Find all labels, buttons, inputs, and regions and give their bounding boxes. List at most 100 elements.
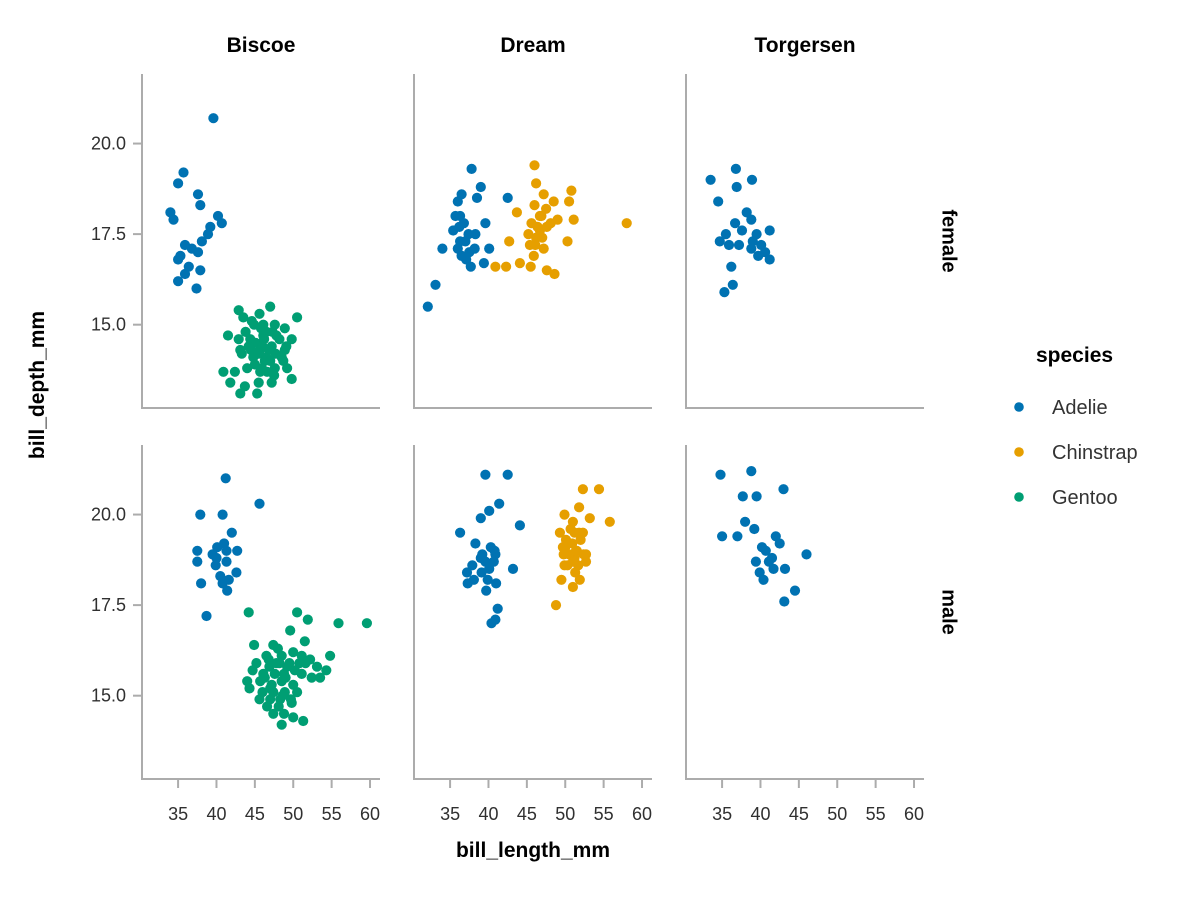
x-tick-label: 55 [594,804,614,824]
data-point [507,563,519,575]
data-point [246,316,257,327]
data-point [801,549,812,560]
data-point [282,661,293,672]
data-point [272,643,283,654]
data-point [298,715,309,727]
data-point [574,527,585,538]
data-point [218,366,229,377]
data-point [562,560,573,571]
data-point [471,192,483,203]
data-point [560,542,571,553]
data-point [325,650,336,661]
data-point [482,574,493,585]
data-point [265,683,276,694]
data-point [750,556,762,567]
data-point [195,200,206,211]
x-tick-label: 45 [517,804,537,824]
data-point [478,258,489,269]
data-point [480,218,491,229]
x-tick-label: 45 [245,804,265,824]
data-point [486,618,497,629]
data-point [751,491,762,502]
data-point [746,466,757,477]
x-tick-label: 40 [750,804,770,824]
data-point [502,192,513,203]
data-point [537,232,548,243]
data-point [731,181,742,193]
data-point [244,683,255,694]
legend-label: Chinstrap [1052,442,1138,464]
data-point [714,236,725,247]
data-point [570,567,581,578]
data-point [460,236,471,247]
data-point [179,268,191,280]
data-point [730,163,742,174]
data-point [361,618,372,629]
data-point [778,484,789,495]
data-point [311,661,323,672]
data-point [730,218,741,229]
data-point [286,334,297,345]
x-tick-label: 50 [283,804,303,824]
data-point [525,261,536,272]
data-point [235,388,246,399]
data-point [494,498,505,509]
data-point [173,254,184,265]
data-point [192,556,203,567]
data-point [231,567,242,578]
data-point [732,531,743,542]
data-point [577,484,589,495]
data-point [578,549,589,560]
y-tick-label: 20.0 [91,505,126,525]
facet-col-title: Biscoe [227,34,296,57]
data-point [173,178,184,189]
data-point [238,312,249,323]
data-point [253,377,264,388]
data-point [277,690,288,701]
data-point [216,218,227,229]
data-point [229,366,240,377]
data-point [286,373,297,385]
y-tick-label: 20.0 [91,134,126,154]
data-point [470,229,481,240]
data-point [280,672,291,683]
x-tick-label: 50 [827,804,847,824]
data-point [252,388,263,399]
data-point [584,513,595,524]
data-point [254,694,265,705]
data-point [466,163,477,174]
data-point [168,214,179,225]
data-point [271,658,282,669]
data-point [289,665,300,676]
data-point [173,276,184,287]
data-point [488,556,499,567]
legend-label: Gentoo [1052,487,1118,509]
data-point [220,473,231,484]
data-point [549,268,560,280]
data-point [501,261,512,272]
data-point [279,323,290,334]
x-tick-label: 45 [789,804,809,824]
data-point [196,236,207,247]
data-point [192,189,204,200]
data-point [259,672,270,683]
x-tick-label: 55 [866,804,886,824]
data-point [715,469,726,480]
data-point [484,505,495,516]
data-point [475,181,486,193]
data-point [455,527,466,538]
x-tick-label: 40 [478,804,498,824]
data-point [454,221,465,232]
data-point [276,719,287,730]
data-point [719,287,730,298]
data-point [476,567,487,578]
facet-row-label: female [938,209,960,272]
data-point [292,607,303,618]
data-point [740,516,751,527]
data-point [733,239,745,251]
facet-col-title: Dream [500,34,565,57]
x-tick-label: 40 [206,804,226,824]
data-point [292,312,303,323]
data-point [490,261,501,272]
